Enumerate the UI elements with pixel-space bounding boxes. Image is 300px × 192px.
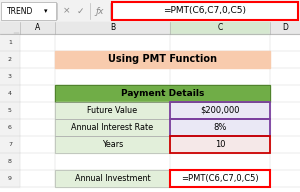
Bar — [20, 170, 300, 187]
Bar — [0, 22, 20, 34]
Text: 8%: 8% — [213, 123, 227, 132]
Bar — [0, 34, 20, 51]
Bar — [170, 170, 270, 187]
Text: =PMT(C6,C7,0,C5): =PMT(C6,C7,0,C5) — [181, 174, 259, 183]
Bar — [0, 85, 20, 102]
Bar — [55, 85, 270, 102]
Bar — [170, 136, 270, 153]
Bar — [55, 170, 170, 187]
Bar — [0, 153, 20, 170]
Text: 10: 10 — [215, 140, 225, 149]
Text: 5: 5 — [8, 108, 12, 113]
Bar — [0, 0, 300, 22]
Text: A: A — [35, 23, 40, 32]
Bar — [20, 136, 300, 153]
Text: 9: 9 — [8, 176, 12, 181]
Bar — [170, 22, 270, 34]
Bar — [20, 102, 300, 119]
Text: ×: × — [63, 7, 71, 16]
Bar — [0, 136, 20, 153]
Text: C: C — [218, 23, 223, 32]
Text: D: D — [282, 23, 288, 32]
Bar — [112, 2, 298, 20]
Text: =PMT(C6,C7,0,C5): =PMT(C6,C7,0,C5) — [164, 7, 247, 16]
Bar — [170, 119, 270, 136]
Text: $200,000: $200,000 — [200, 106, 240, 115]
Bar — [55, 102, 170, 119]
Bar — [55, 22, 170, 34]
Text: 6: 6 — [8, 125, 12, 130]
Bar — [270, 22, 300, 34]
Bar — [0, 170, 20, 187]
Bar — [0, 22, 300, 34]
Bar — [20, 34, 300, 51]
Bar — [55, 136, 170, 153]
Bar — [55, 102, 170, 119]
Bar — [55, 119, 170, 136]
Bar — [55, 170, 170, 187]
Bar — [1, 2, 56, 20]
Text: B: B — [110, 23, 115, 32]
Bar — [55, 85, 270, 102]
Bar — [170, 102, 270, 119]
Text: Future Value: Future Value — [87, 106, 138, 115]
Bar — [20, 85, 300, 102]
Text: ▾: ▾ — [44, 8, 48, 14]
Bar — [55, 136, 170, 153]
Bar — [170, 102, 270, 119]
Text: TREND: TREND — [7, 7, 33, 16]
Text: 1: 1 — [8, 40, 12, 45]
Bar — [20, 51, 300, 68]
Bar — [20, 68, 300, 85]
Text: 7: 7 — [8, 142, 12, 147]
Bar — [20, 153, 300, 170]
Bar — [0, 119, 20, 136]
Text: 2: 2 — [8, 57, 12, 62]
Bar — [0, 68, 20, 85]
Bar — [0, 102, 20, 119]
Text: ƒx: ƒx — [96, 7, 104, 16]
Bar — [0, 51, 20, 68]
Text: 3: 3 — [8, 74, 12, 79]
Text: Payment Details: Payment Details — [121, 89, 204, 98]
Bar — [20, 22, 55, 34]
Text: Using PMT Function: Using PMT Function — [108, 55, 217, 65]
Text: Years: Years — [102, 140, 123, 149]
Bar — [55, 119, 170, 136]
Text: ✓: ✓ — [76, 7, 84, 16]
Text: Annual Investment: Annual Investment — [75, 174, 150, 183]
Text: 8: 8 — [8, 159, 12, 164]
Bar — [170, 136, 270, 153]
Bar — [55, 51, 270, 68]
Text: Annual Interest Rate: Annual Interest Rate — [71, 123, 154, 132]
Text: 4: 4 — [8, 91, 12, 96]
Bar — [170, 119, 270, 136]
Bar — [170, 170, 270, 187]
Bar — [20, 119, 300, 136]
